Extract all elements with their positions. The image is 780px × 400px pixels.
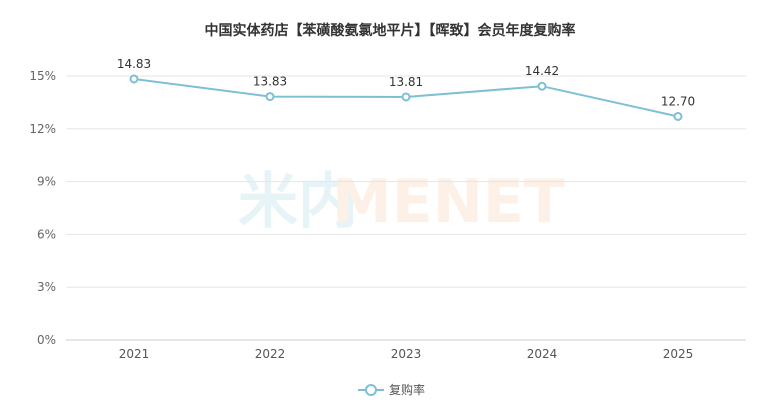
- x-tick-label: 2025: [663, 347, 694, 361]
- data-labels: 14.83 13.83 13.81 14.42 12.70: [117, 57, 695, 108]
- grid: [66, 75, 746, 288]
- data-label: 14.83: [117, 57, 151, 71]
- series-group: [129, 74, 683, 121]
- x-tick-label: 2023: [391, 347, 422, 361]
- y-tick-label: 15%: [29, 69, 56, 83]
- y-tick-label: 6%: [37, 227, 56, 241]
- data-point[interactable]: [673, 111, 683, 121]
- data-label: 14.42: [525, 64, 559, 78]
- data-point[interactable]: [265, 92, 275, 102]
- x-tick-label: 2022: [255, 347, 286, 361]
- y-tick-label: 3%: [37, 280, 56, 294]
- data-point[interactable]: [129, 74, 139, 84]
- y-tick-label: 9%: [37, 175, 56, 189]
- chart-title: 中国实体药店【苯磺酸氨氯地平片】【晖致】会员年度复购率: [205, 22, 576, 39]
- legend[interactable]: 复购率: [358, 382, 425, 397]
- x-axis-ticks: 2021 2022 2023 2024 2025: [119, 347, 694, 361]
- watermark-en: MENET: [332, 167, 565, 237]
- data-label: 12.70: [661, 94, 695, 108]
- data-label: 13.81: [389, 75, 423, 89]
- x-tick-label: 2021: [119, 347, 150, 361]
- data-label: 13.83: [253, 75, 287, 89]
- y-tick-label: 12%: [29, 122, 56, 136]
- legend-label: 复购率: [389, 382, 425, 397]
- data-point[interactable]: [401, 92, 411, 102]
- watermark: 米内 MENET: [238, 167, 565, 237]
- watermark-cn: 米内: [238, 167, 358, 237]
- y-tick-label: 0%: [37, 333, 56, 347]
- legend-marker: [365, 384, 377, 396]
- x-tick-label: 2024: [527, 347, 558, 361]
- data-point[interactable]: [537, 81, 547, 91]
- y-axis-ticks: 0% 3% 6% 9% 12% 15%: [29, 69, 56, 347]
